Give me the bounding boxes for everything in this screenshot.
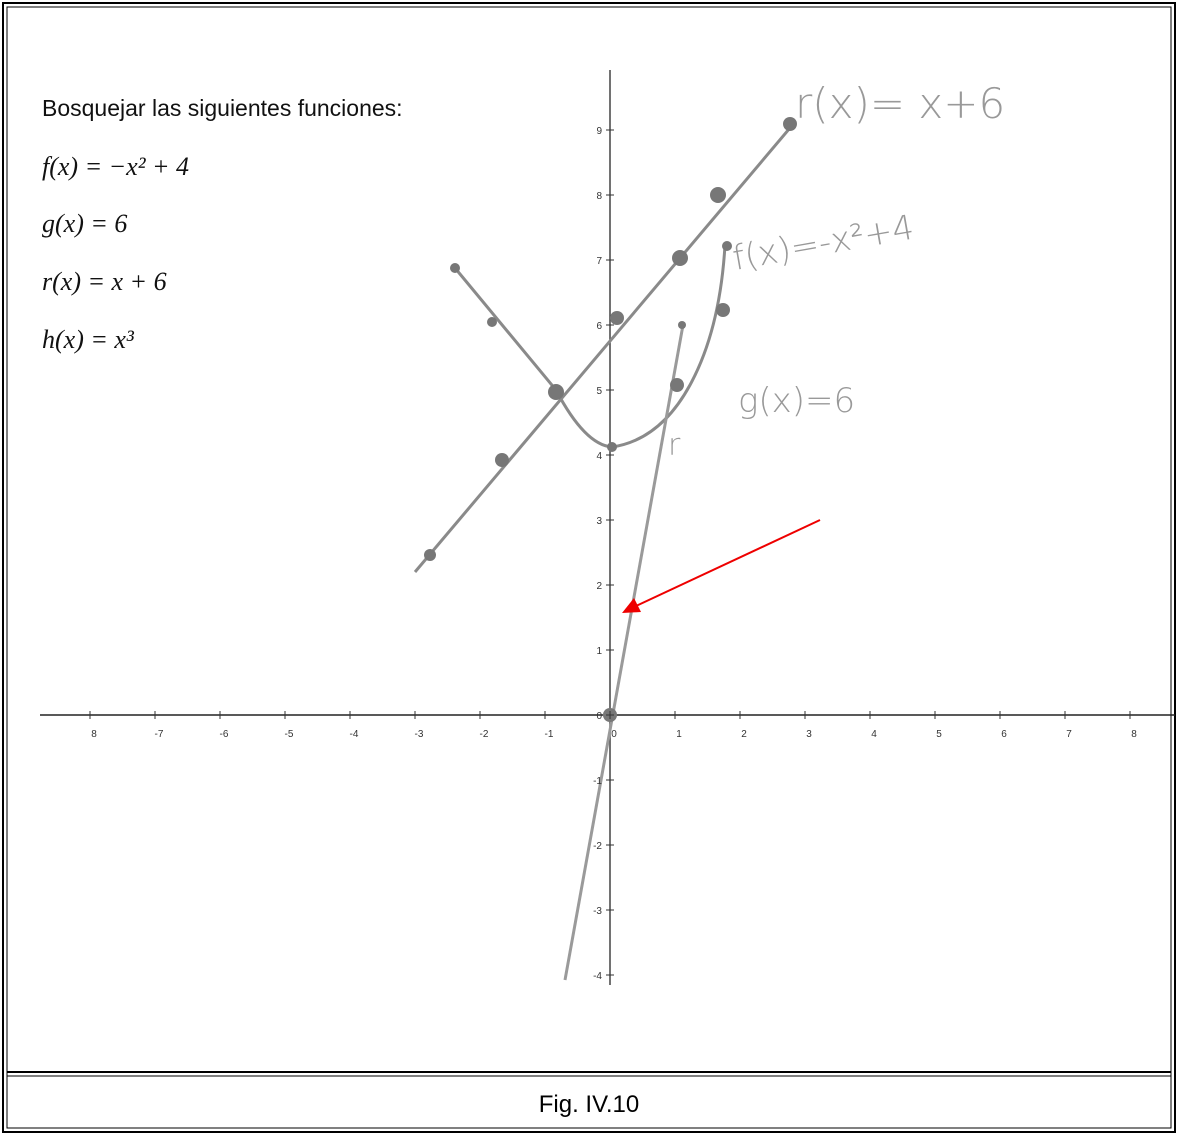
y-tick-label: -3 [593, 906, 602, 917]
x-tick-label: 1 [676, 729, 682, 740]
function: g(x) = 6 [42, 209, 127, 238]
x-tick-label: 6 [1001, 729, 1007, 740]
y-tick-label: 9 [596, 126, 602, 137]
x-tick-label: 8 [91, 729, 97, 740]
graph: r(x)= x+6 f(x)=-x²+4 g(x)=6 r 8 -7 -6 -5 -4 -… [40, 70, 1175, 985]
y-tick-label: 6 [596, 321, 602, 332]
x-tick-label: 0 [611, 729, 617, 740]
x-tick-label: 8 [1131, 729, 1137, 740]
x-tick-label: -1 [545, 729, 554, 740]
annotation: r(x)= x+6 [795, 79, 1005, 128]
inner-frame [6, 6, 1172, 1129]
annotation: r [668, 428, 681, 463]
annotation: f(x)=-x²+4 [730, 208, 917, 279]
sketch-cubic [563, 324, 685, 981]
y-tick-label: 2 [596, 581, 602, 592]
x-tick-label: -6 [220, 729, 229, 740]
x-tick-label: -3 [415, 729, 424, 740]
sketch-parabola [453, 244, 727, 449]
instruction: Bosquejar las siguientes funciones: [42, 95, 403, 121]
x-tick-label: 7 [1066, 729, 1072, 740]
y-tick-label: 8 [596, 191, 602, 202]
arrow-head [622, 598, 641, 613]
y-tick-label: -4 [593, 971, 602, 982]
x-tick-label: 2 [741, 729, 747, 740]
x-tick-label: 5 [936, 729, 942, 740]
y-tick-label: 7 [596, 256, 602, 267]
x-tick-label: -5 [285, 729, 294, 740]
function: f(x) = −x² + 4 [42, 152, 189, 181]
y-tick-label: 1 [596, 646, 602, 657]
sketch-line [413, 121, 797, 573]
y-tick-label: -1 [593, 776, 602, 787]
annotation: g(x)=6 [738, 381, 855, 421]
x-tick-label: -4 [350, 729, 359, 740]
arrow-line [635, 519, 821, 607]
caption: Fig. IV.10 [539, 1091, 640, 1118]
x-tick-label: -2 [480, 729, 489, 740]
y-tick-label: 3 [596, 516, 602, 527]
y-tick-label: 0 [596, 711, 602, 722]
y-tick-label: -2 [593, 841, 602, 852]
function: r(x) = x + 6 [42, 267, 167, 296]
x-tick-label: 4 [871, 729, 877, 740]
x-tick-label: 3 [806, 729, 812, 740]
y-tick-label: 4 [596, 451, 602, 462]
x-tick-label: -7 [155, 729, 164, 740]
function: h(x) = x³ [42, 325, 135, 354]
y-tick-label: 5 [596, 386, 602, 397]
sketch-points [424, 117, 797, 722]
